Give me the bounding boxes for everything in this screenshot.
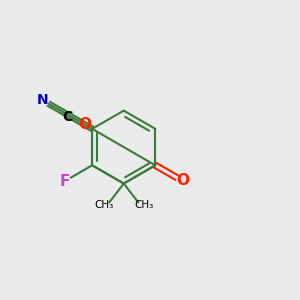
Text: N: N xyxy=(37,93,48,107)
Text: CH₃: CH₃ xyxy=(134,200,153,210)
Text: O: O xyxy=(79,117,92,132)
Text: F: F xyxy=(59,174,70,189)
Text: C: C xyxy=(63,110,73,124)
Text: O: O xyxy=(176,173,189,188)
Text: CH₃: CH₃ xyxy=(94,200,113,210)
